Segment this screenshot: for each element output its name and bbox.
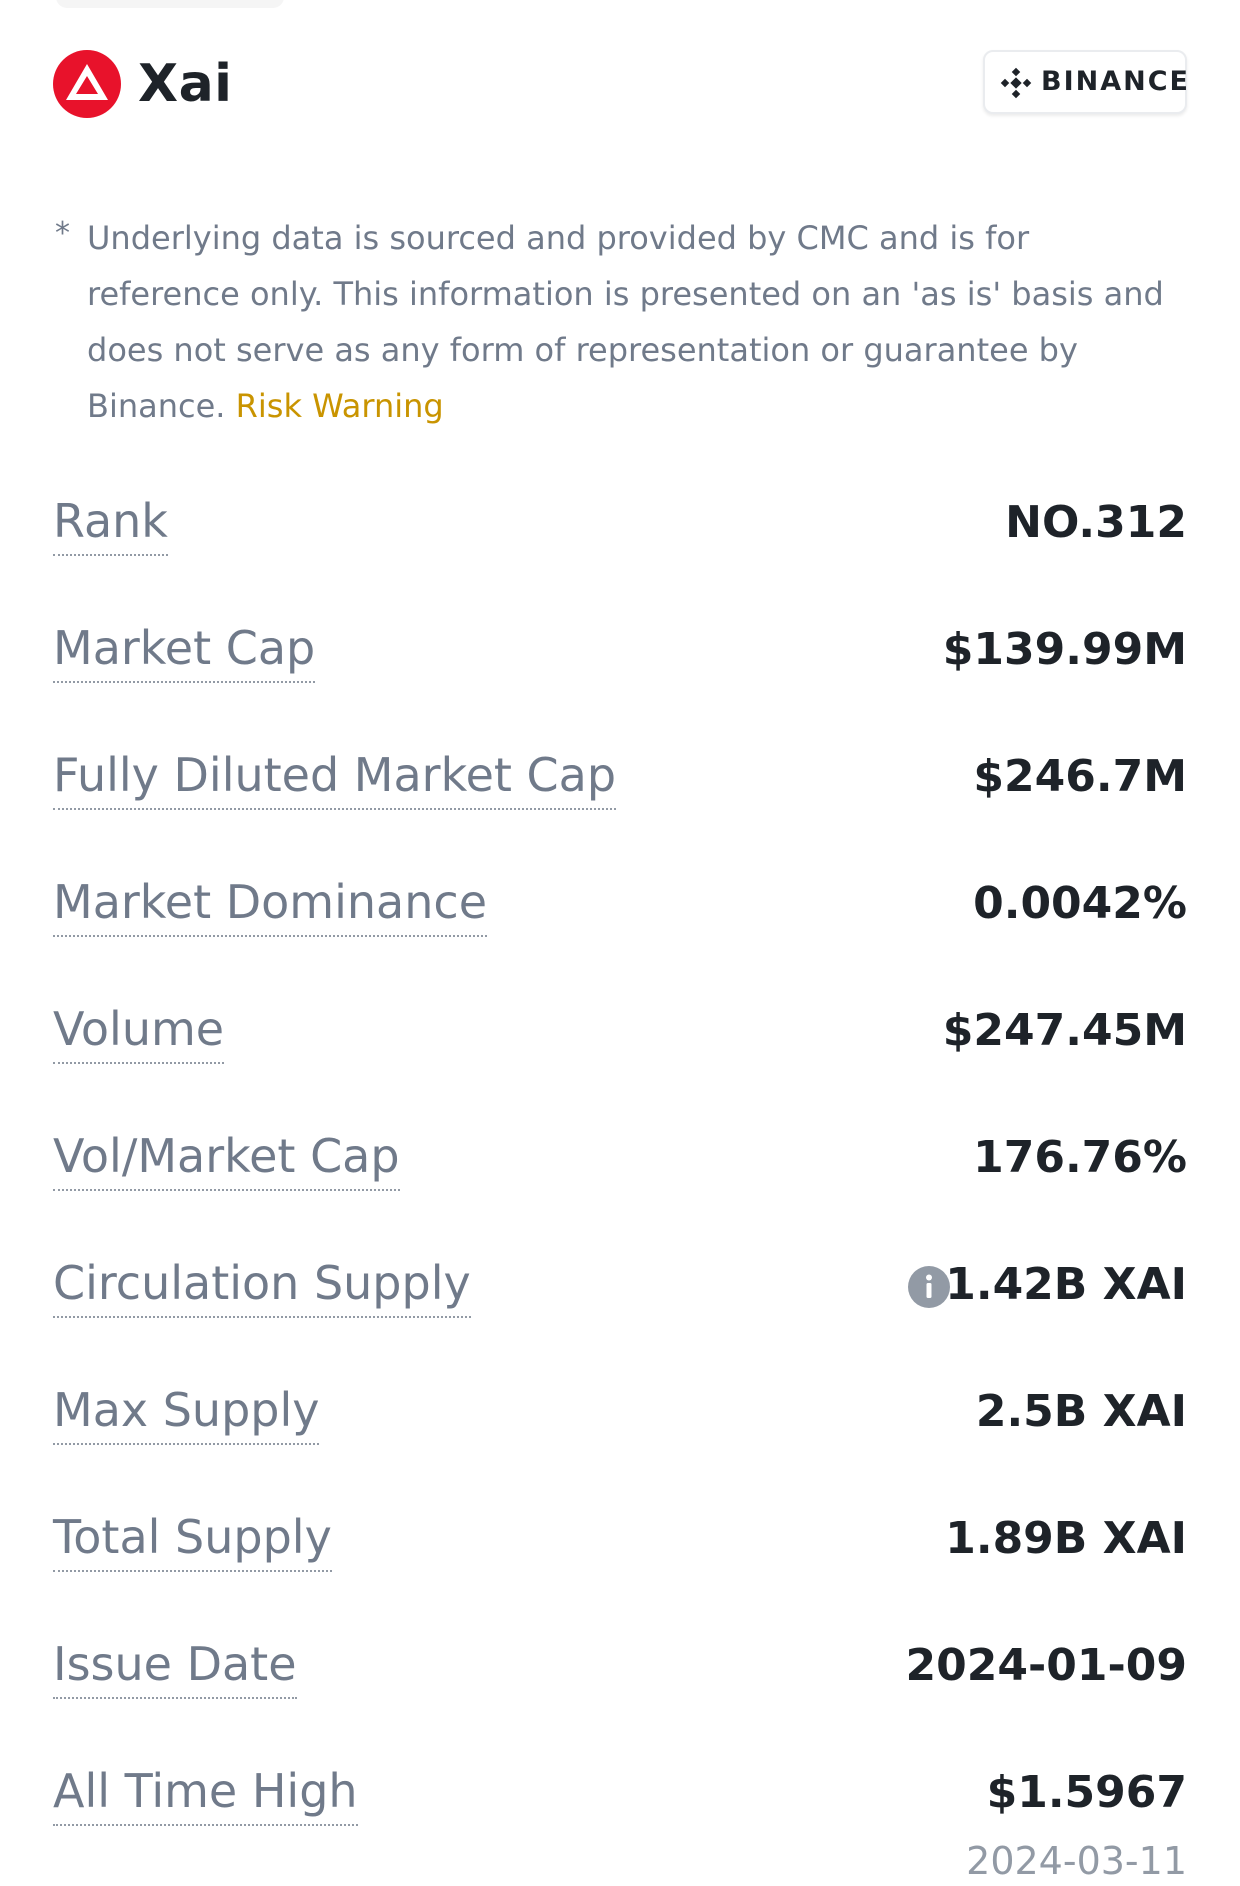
total-supply-label[interactable]: Total Supply xyxy=(53,1506,332,1572)
all-time-high-value: $1.5967 xyxy=(986,1767,1187,1818)
stat-row-vol-market-cap: Vol/Market Cap 176.76% xyxy=(53,1115,1187,1242)
fully-diluted-market-cap-label[interactable]: Fully Diluted Market Cap xyxy=(53,744,617,810)
volume-value: $247.45M xyxy=(942,1005,1187,1056)
stat-row-market-dominance: Market Dominance 0.0042% xyxy=(53,861,1187,988)
market-cap-label[interactable]: Market Cap xyxy=(53,617,316,683)
coin-stats-list: Rank NO.312 Market Cap $139.99M Fully Di… xyxy=(53,480,1187,1883)
fully-diluted-market-cap-value: $246.7M xyxy=(973,751,1187,802)
binance-label: BINANCE xyxy=(1041,66,1190,97)
coin-name: Xai xyxy=(138,54,233,114)
all-time-high-label[interactable]: All Time High xyxy=(53,1760,358,1826)
xai-triangle-logo-icon xyxy=(53,50,121,118)
sheet-drag-handle[interactable] xyxy=(56,0,284,8)
vol-market-cap-value: 176.76% xyxy=(973,1132,1187,1183)
stat-row-volume: Volume $247.45M xyxy=(53,988,1187,1115)
stat-row-total-supply: Total Supply 1.89B XAI xyxy=(53,1496,1187,1623)
stat-row-rank: Rank NO.312 xyxy=(53,480,1187,607)
total-supply-value: 1.89B XAI xyxy=(945,1513,1187,1564)
binance-diamond-icon xyxy=(999,66,1033,104)
issue-date-value: 2024-01-09 xyxy=(905,1640,1187,1691)
market-cap-value: $139.99M xyxy=(942,624,1187,675)
issue-date-label[interactable]: Issue Date xyxy=(53,1633,297,1699)
rank-value: NO.312 xyxy=(1005,497,1187,548)
coin-header: Xai BINANCE xyxy=(53,50,1190,118)
stat-row-all-time-high: All Time High $1.5967 2024-03-11 xyxy=(53,1750,1187,1883)
disclaimer-text: Underlying data is sourced and provided … xyxy=(87,210,1187,434)
info-circle-icon[interactable] xyxy=(908,1266,950,1308)
stat-row-issue-date: Issue Date 2024-01-09 xyxy=(53,1623,1187,1750)
risk-warning-link[interactable]: Risk Warning xyxy=(235,387,444,425)
disclaimer-asterisk: * xyxy=(55,216,70,251)
volume-label[interactable]: Volume xyxy=(53,998,225,1064)
binance-source-badge[interactable]: BINANCE xyxy=(983,50,1190,114)
circulation-supply-label[interactable]: Circulation Supply xyxy=(53,1252,471,1318)
max-supply-value: 2.5B XAI xyxy=(975,1386,1187,1437)
rank-label[interactable]: Rank xyxy=(53,490,168,556)
stat-row-max-supply: Max Supply 2.5B XAI xyxy=(53,1369,1187,1496)
vol-market-cap-label[interactable]: Vol/Market Cap xyxy=(53,1125,400,1191)
circulation-supply-value: 1.42B XAI xyxy=(945,1259,1187,1310)
stat-row-circulation-supply: Circulation Supply 1.42B XAI xyxy=(53,1242,1187,1369)
market-dominance-label[interactable]: Market Dominance xyxy=(53,871,487,937)
stat-row-market-cap: Market Cap $139.99M xyxy=(53,607,1187,734)
max-supply-label[interactable]: Max Supply xyxy=(53,1379,320,1445)
all-time-high-date: 2024-03-11 xyxy=(966,1839,1187,1883)
disclaimer-body: Underlying data is sourced and provided … xyxy=(87,219,1164,425)
stat-row-fully-diluted-market-cap: Fully Diluted Market Cap $246.7M xyxy=(53,734,1187,861)
market-dominance-value: 0.0042% xyxy=(973,878,1187,929)
